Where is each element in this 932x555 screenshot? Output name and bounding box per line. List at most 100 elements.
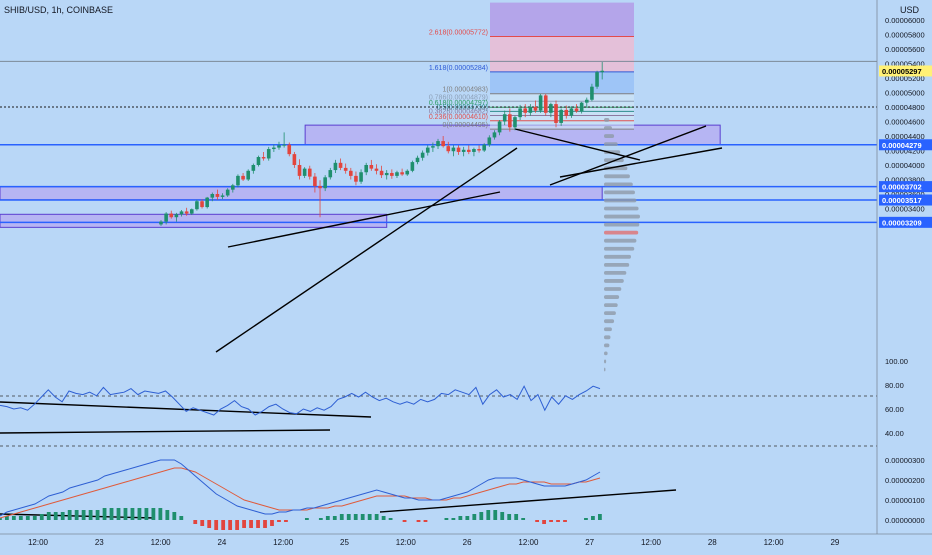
candle-body xyxy=(328,170,333,178)
macd-hist-bar xyxy=(165,510,170,520)
macd-hist-bar xyxy=(388,518,393,520)
price-tick-label: 0.00005600 xyxy=(885,45,925,54)
macd-hist-bar xyxy=(284,520,288,522)
candle-body xyxy=(225,189,230,196)
candle-body xyxy=(554,104,558,123)
volume-profile-bar xyxy=(604,254,631,259)
candle-body xyxy=(384,172,389,176)
macd-hist-bar xyxy=(591,516,595,520)
volume-profile-bar xyxy=(604,206,639,211)
candle-body xyxy=(431,146,435,148)
macd-hist-bar xyxy=(228,520,233,530)
macd-tick-label: 0.00000100 xyxy=(885,496,925,505)
candle-body xyxy=(477,149,481,151)
price-tag xyxy=(879,139,932,151)
trendline xyxy=(514,128,641,161)
candle-body xyxy=(549,104,553,113)
macd-hist-bar xyxy=(423,520,428,522)
rsi-tick-label: 80.00 xyxy=(885,381,904,390)
symbol-title: SHIB/USD, 1h, COINBASE xyxy=(4,5,113,15)
candle-body xyxy=(559,109,563,123)
candle-body xyxy=(184,211,189,214)
macd-hist-bar xyxy=(584,518,588,520)
candle-body xyxy=(174,214,179,218)
candle-body xyxy=(282,144,286,146)
candle-body xyxy=(272,147,276,150)
macd-hist-bar xyxy=(374,514,379,520)
macd-hist-bar xyxy=(235,520,240,530)
trendline xyxy=(549,125,707,186)
candle-body xyxy=(472,149,476,152)
fib-level-label: 0.786(0.00004879) xyxy=(429,94,488,101)
volume-profile-bar xyxy=(604,319,615,324)
candle-body xyxy=(538,95,543,111)
candle-body xyxy=(195,201,199,210)
macd-hist-bar xyxy=(0,518,2,520)
candle-body xyxy=(395,172,399,176)
candle-body xyxy=(579,102,584,112)
time-tick-label: 12:00 xyxy=(28,538,49,547)
macd-hist-bar xyxy=(325,516,330,520)
candle-body xyxy=(292,154,297,165)
candle-body xyxy=(333,162,338,171)
candle-body xyxy=(513,117,517,128)
macd-hist-bar xyxy=(402,520,407,522)
macd-hist-bar xyxy=(88,510,93,520)
macd-hist-bar xyxy=(535,520,540,522)
demand-zone-3 xyxy=(0,213,388,228)
price-tick-label: 0.00005000 xyxy=(885,89,925,98)
trendline xyxy=(559,147,723,178)
candle-body xyxy=(338,162,343,168)
macd-hist-bar xyxy=(109,508,114,520)
candle-body xyxy=(523,108,528,113)
time-tick-label: 12:00 xyxy=(641,538,662,547)
volume-profile-bar xyxy=(604,287,622,291)
fib-band-3 xyxy=(490,71,634,94)
macd-hist-bar xyxy=(451,518,456,520)
candle-body xyxy=(266,149,271,159)
volume-profile-bar xyxy=(604,271,627,275)
macd-hist-bar xyxy=(214,520,219,530)
volume-profile-bar xyxy=(604,295,620,299)
macd-hist-bar xyxy=(444,518,449,520)
time-tick-label: 29 xyxy=(830,538,839,547)
candle-body xyxy=(518,108,522,118)
candle-body xyxy=(302,168,307,176)
macd-line xyxy=(0,459,601,517)
macd-hist-bar xyxy=(242,520,246,528)
candle-body xyxy=(323,177,327,189)
macd-hist-bar xyxy=(172,512,177,520)
candle-body xyxy=(220,195,225,197)
macd-hist-bar xyxy=(339,514,344,520)
volume-profile-bar xyxy=(604,351,608,356)
volume-profile-bar xyxy=(604,303,618,307)
currency-label: USD xyxy=(900,5,920,15)
macd-hist-bar xyxy=(270,520,274,526)
candle-body xyxy=(569,108,574,116)
candle-body xyxy=(390,172,394,176)
trendline xyxy=(227,191,501,248)
volume-profile-bar xyxy=(604,190,635,195)
macd-hist-bar xyxy=(416,520,421,522)
macd-tick-label: 0.00000300 xyxy=(885,456,925,465)
price-axis: 0.00006000 0.00005800 0.00005600 0.00005400… xyxy=(876,0,932,534)
volume-profile-bar xyxy=(604,150,621,155)
price-tick-label: 0.00004400 xyxy=(885,132,925,141)
macd-hist-bar xyxy=(151,508,156,520)
volume-profile-bar xyxy=(604,311,616,316)
candle-body xyxy=(405,170,410,175)
candle-body xyxy=(497,121,502,133)
macd-tick-label: 0.00000000 xyxy=(885,516,925,525)
price-tick-label: 0.00005400 xyxy=(885,60,925,69)
candle-body xyxy=(543,95,548,113)
candles xyxy=(159,62,604,226)
macd-hist-bar xyxy=(144,508,149,520)
candle-body xyxy=(441,141,445,147)
rsi-line xyxy=(0,385,601,416)
candle-body xyxy=(425,147,430,153)
macd-hist-bar xyxy=(158,508,163,520)
fib-level-label: 2.618(0.00005772) xyxy=(429,30,488,37)
price-tag xyxy=(879,216,932,228)
candle-body xyxy=(246,170,251,180)
